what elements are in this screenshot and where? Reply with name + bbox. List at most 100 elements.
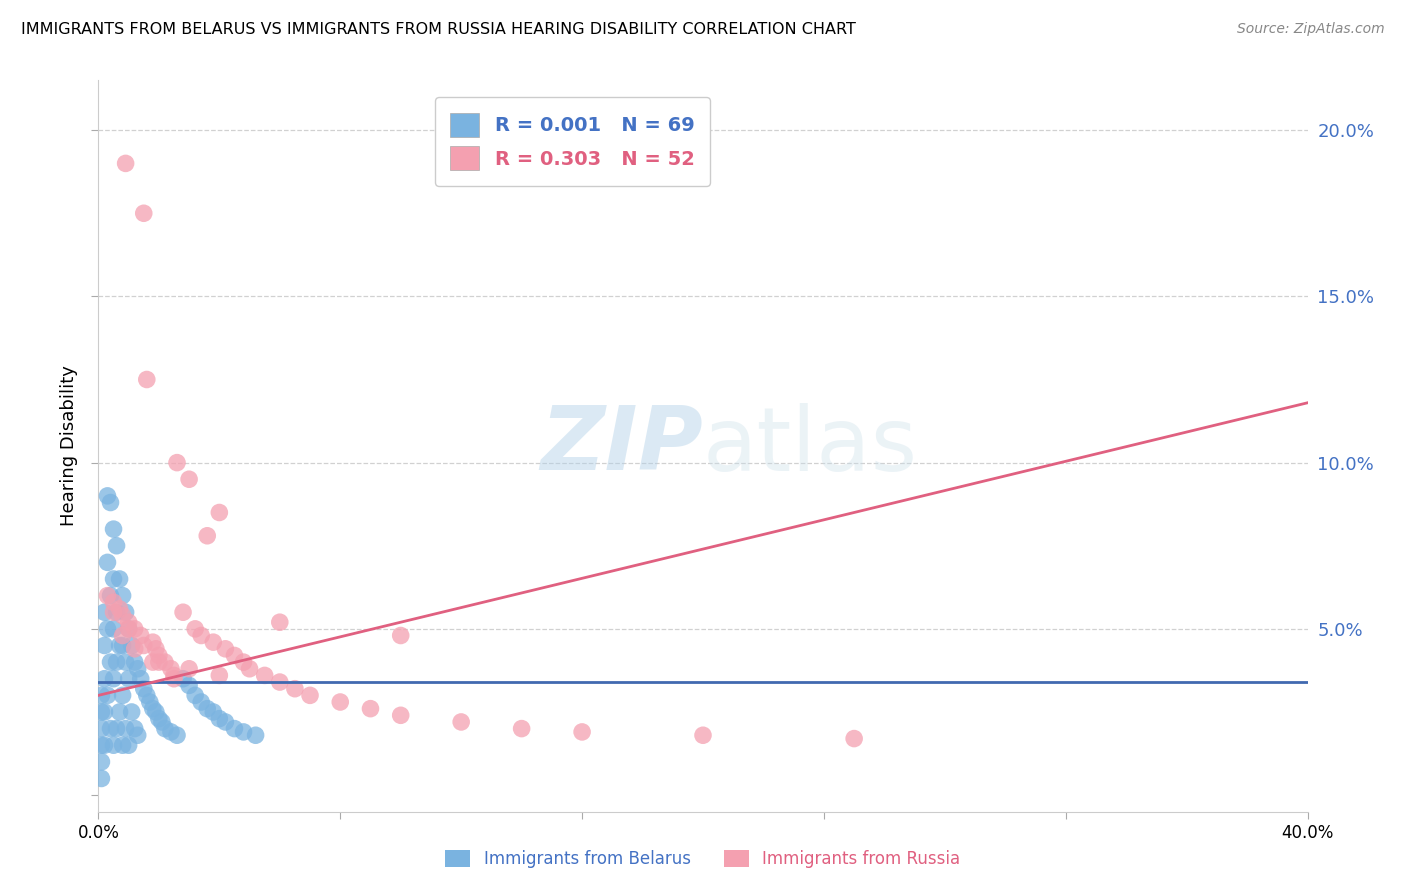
Point [111,628,134,642]
Text: atlas: atlas [703,402,918,490]
Point [844,731,866,746]
Point [121,705,143,719]
Point [114,722,136,736]
Point [93,672,115,686]
Point [100,655,122,669]
Point [90,738,112,752]
Point [96,689,118,703]
Point [450,714,472,729]
Point [103,738,125,752]
Point [166,728,188,742]
Point [90,755,112,769]
Y-axis label: Hearing Disability: Hearing Disability [59,366,77,526]
Point [172,672,194,686]
Point [114,655,136,669]
Point [179,678,201,692]
Point [132,681,155,696]
Legend: Immigrants from Belarus, Immigrants from Russia: Immigrants from Belarus, Immigrants from… [439,843,967,875]
Point [124,622,146,636]
Point [163,672,186,686]
Point [208,712,231,726]
Point [148,712,170,726]
Point [360,701,382,715]
Point [114,605,136,619]
Point [135,689,157,703]
Text: IMMIGRANTS FROM BELARUS VS IMMIGRANTS FROM RUSSIA HEARING DISABILITY CORRELATION: IMMIGRANTS FROM BELARUS VS IMMIGRANTS FR… [21,22,856,37]
Point [93,738,115,752]
Point [153,655,176,669]
Point [299,689,322,703]
Point [163,668,186,682]
Point [114,156,136,170]
Point [108,602,131,616]
Point [111,639,134,653]
Point [145,641,167,656]
Point [135,372,157,386]
Point [111,608,134,623]
Point [179,662,201,676]
Point [160,725,183,739]
Point [90,772,112,786]
Point [124,655,146,669]
Point [96,555,118,569]
Point [166,456,188,470]
Point [93,705,115,719]
Point [195,529,218,543]
Point [100,495,122,509]
Point [105,539,128,553]
Point [329,695,352,709]
Point [105,605,128,619]
Point [195,701,218,715]
Point [103,595,125,609]
Point [96,489,118,503]
Point [284,681,307,696]
Point [90,705,112,719]
Point [184,622,207,636]
Point [224,722,246,736]
Point [93,605,115,619]
Point [105,655,128,669]
Point [208,668,231,682]
Point [111,689,134,703]
Point [389,708,412,723]
Point [232,725,254,739]
Point [142,701,165,715]
Point [118,738,141,752]
Point [269,675,291,690]
Point [108,705,131,719]
Point [232,655,254,669]
Point [103,622,125,636]
Point [90,689,112,703]
Point [111,589,134,603]
Point [108,639,131,653]
Point [127,728,149,742]
Point [224,648,246,663]
Point [214,714,236,729]
Point [129,628,152,642]
Point [190,695,212,709]
Point [111,738,134,752]
Point [253,668,276,682]
Point [124,641,146,656]
Point [129,672,152,686]
Point [190,628,212,642]
Point [93,639,115,653]
Point [103,672,125,686]
Point [184,689,207,703]
Point [214,641,236,656]
Point [96,589,118,603]
Point [121,639,143,653]
Text: Source: ZipAtlas.com: Source: ZipAtlas.com [1237,22,1385,37]
Point [245,728,267,742]
Point [108,572,131,586]
Point [269,615,291,630]
Point [208,506,231,520]
Point [90,722,112,736]
Point [100,722,122,736]
Point [179,472,201,486]
Point [105,722,128,736]
Point [132,206,155,220]
Text: ZIP: ZIP [540,402,703,490]
Point [150,714,173,729]
Point [202,635,225,649]
